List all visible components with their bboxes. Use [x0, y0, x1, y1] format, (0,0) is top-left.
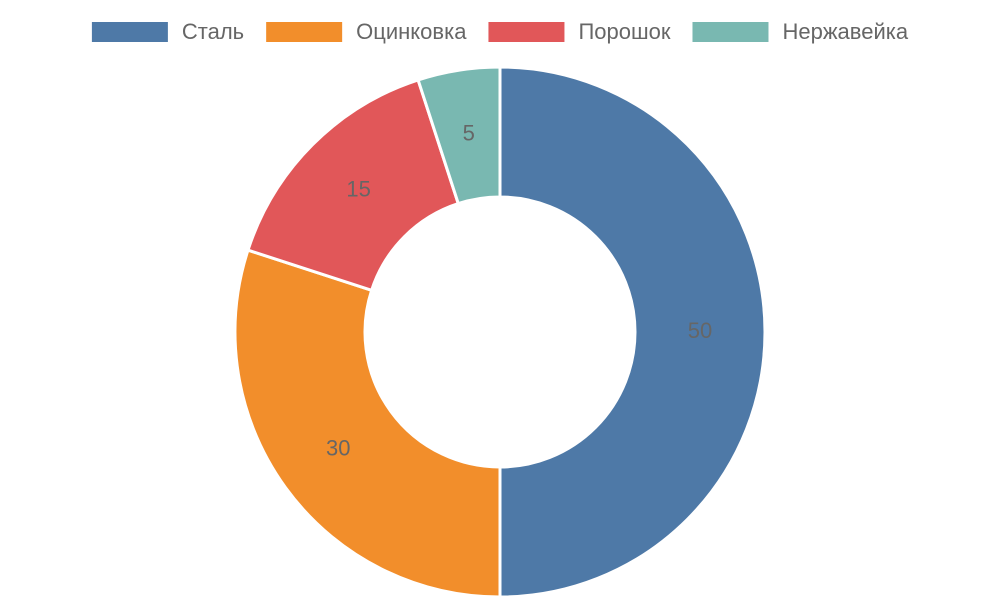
legend-swatch — [488, 22, 565, 42]
legend-swatch — [692, 22, 769, 42]
data-label: 15 — [346, 176, 370, 201]
legend-label: Порошок — [578, 19, 670, 44]
wedge — [416, 65, 502, 206]
wedge — [246, 78, 461, 293]
wedge — [498, 65, 767, 599]
data-label: 5 — [463, 120, 475, 145]
legend: Сталь Оцинковка Порошок Нержавейка — [91, 19, 909, 44]
legend-label: Сталь — [182, 19, 244, 44]
legend-label: Нержавейка — [782, 19, 908, 44]
data-label: 50 — [688, 318, 712, 343]
legend-swatch — [91, 22, 168, 42]
data-label: 30 — [326, 435, 350, 460]
legend-label: Оцинковка — [356, 19, 467, 44]
wedge — [233, 248, 502, 599]
legend-swatch — [266, 22, 343, 42]
